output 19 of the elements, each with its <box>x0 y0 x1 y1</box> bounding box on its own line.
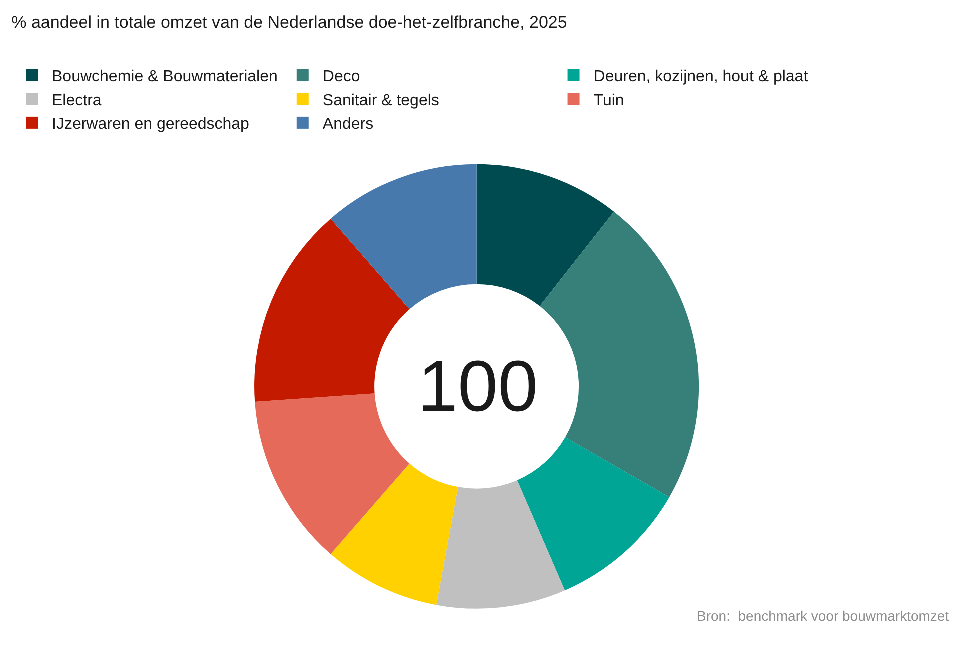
legend-label: Anders <box>322 116 374 134</box>
legend-label: Sanitair & tegels <box>322 92 440 110</box>
donut-slice <box>436 480 566 609</box>
donut-slice <box>476 164 614 306</box>
donut-slice <box>330 464 458 606</box>
legend-label: IJzerwaren en gereedschap <box>52 116 250 134</box>
legend-label: Bouwchemie & Bouwmaterialen <box>52 68 278 86</box>
donut-slice <box>254 218 410 402</box>
donut-slice <box>517 438 670 591</box>
donut-slice <box>540 212 700 498</box>
text: 100 <box>418 347 538 427</box>
donut-slice <box>330 164 477 310</box>
legend-label: Electra <box>52 92 102 110</box>
legend-label: Deco <box>322 68 360 86</box>
legend-label: Tuin <box>594 92 624 110</box>
donut-slice <box>255 394 410 554</box>
text: Bron: benchmark voor bouwmarktomzet <box>697 608 950 624</box>
legend-label: Deuren, kozijnen, hout & plaat <box>594 68 809 86</box>
chart-title: % aandeel in totale omzet van de Nederlandse doe-het-zelfbranche, 2025 <box>12 13 568 32</box>
